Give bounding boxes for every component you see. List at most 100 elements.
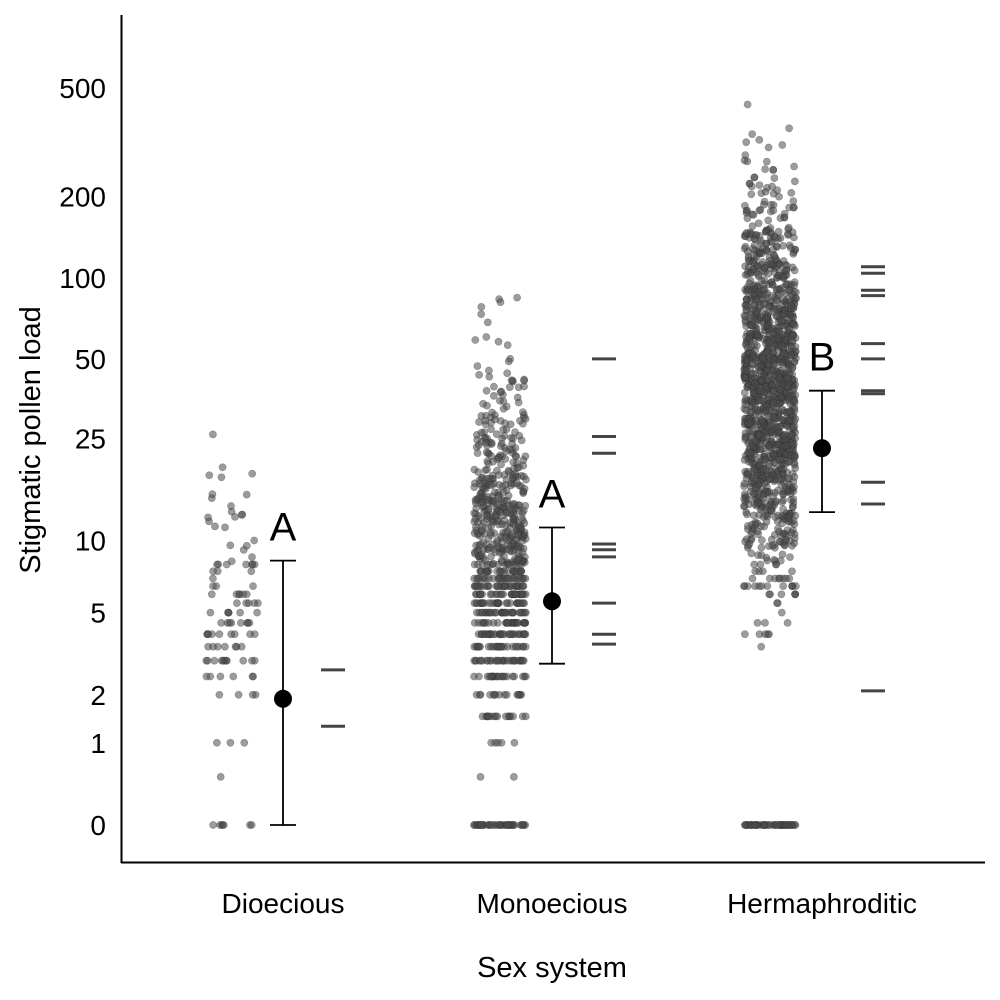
data-point: [751, 567, 760, 576]
data-point: [790, 266, 799, 275]
data-point: [507, 376, 516, 385]
data-point: [774, 524, 782, 533]
data-point: [742, 228, 751, 237]
data-point: [518, 536, 527, 545]
data-point: [477, 302, 486, 311]
data-point: [207, 590, 216, 599]
data-point: [513, 642, 522, 651]
data-point: [504, 466, 513, 475]
data-point: [519, 487, 528, 496]
data-point: [511, 451, 520, 460]
site-means-layer: [321, 265, 885, 728]
data-point: [790, 483, 798, 492]
data-point: [489, 559, 498, 568]
x-tick-label: Dioecious: [222, 888, 345, 919]
data-point: [787, 301, 795, 310]
data-point: [204, 630, 213, 639]
data-point: [489, 642, 497, 651]
data-point: [477, 526, 486, 534]
data-point: [788, 363, 797, 372]
data-point: [762, 407, 770, 416]
data-point: [250, 599, 259, 607]
data-point: [773, 186, 782, 195]
data-point: [766, 260, 775, 269]
data-point: [755, 430, 763, 439]
data-point: [785, 286, 794, 295]
data-point: [775, 537, 784, 546]
data-point: [482, 630, 491, 639]
data-point: [753, 527, 762, 536]
data-point: [471, 499, 480, 508]
data-point: [758, 536, 766, 545]
data-point: [751, 436, 760, 445]
data-point: [473, 362, 482, 370]
data-point: [775, 260, 784, 269]
data-point: [786, 553, 794, 561]
data-point: [749, 351, 758, 360]
data-point: [224, 608, 232, 617]
data-point: [501, 608, 510, 617]
estimate-point: [813, 439, 831, 458]
data-point: [249, 582, 257, 590]
data-point: [486, 543, 495, 552]
data-point: [480, 599, 489, 607]
data-point: [476, 821, 485, 829]
data-point: [504, 536, 513, 545]
data-point: [747, 321, 755, 330]
data-point: [505, 560, 514, 569]
data-point: [208, 490, 217, 499]
data-point: [514, 690, 523, 699]
data-point: [754, 410, 763, 418]
data-point: [780, 213, 789, 222]
data-point: [760, 263, 769, 272]
data-point: [494, 453, 503, 462]
data-point: [502, 475, 511, 484]
data-point: [520, 519, 529, 528]
data-point: [789, 197, 798, 205]
data-point: [208, 574, 217, 583]
data-point: [242, 560, 250, 569]
data-point: [788, 502, 797, 511]
data-point: [743, 356, 752, 364]
data-point: [494, 492, 503, 501]
y-tick-label: 50: [75, 344, 106, 375]
data-point: [779, 582, 788, 590]
data-point: [773, 821, 782, 829]
data-point: [245, 619, 254, 627]
data-point: [487, 531, 495, 539]
data-point: [515, 463, 523, 472]
x-tick-label: Monoecious: [477, 888, 628, 919]
data-point: [766, 475, 774, 484]
data-point: [492, 466, 501, 475]
data-point: [777, 317, 786, 326]
data-point: [497, 460, 505, 469]
y-tick-label: 25: [75, 424, 106, 455]
data-point: [791, 590, 799, 599]
data-point: [785, 407, 794, 416]
data-point: [779, 505, 787, 513]
data-point: [749, 210, 758, 219]
data-point: [491, 738, 499, 747]
data-point: [785, 457, 793, 466]
data-point: [483, 511, 492, 520]
data-point: [227, 630, 236, 639]
data-point: [763, 582, 772, 590]
data-point: [508, 672, 517, 681]
data-point: [768, 280, 777, 289]
data-point: [502, 690, 511, 699]
data-point: [202, 672, 211, 681]
data-point: [250, 536, 259, 545]
data-point: [475, 370, 483, 379]
data-point: [471, 336, 480, 344]
data-point: [505, 383, 514, 392]
data-point: [740, 156, 749, 165]
data-point: [790, 162, 798, 171]
data-point: [749, 258, 758, 267]
data-point: [478, 608, 487, 617]
group-letter: B: [809, 336, 836, 380]
data-point: [496, 642, 505, 651]
data-point: [781, 450, 790, 459]
data-point: [782, 266, 791, 275]
data-point: [477, 550, 486, 559]
data-point: [761, 455, 769, 464]
